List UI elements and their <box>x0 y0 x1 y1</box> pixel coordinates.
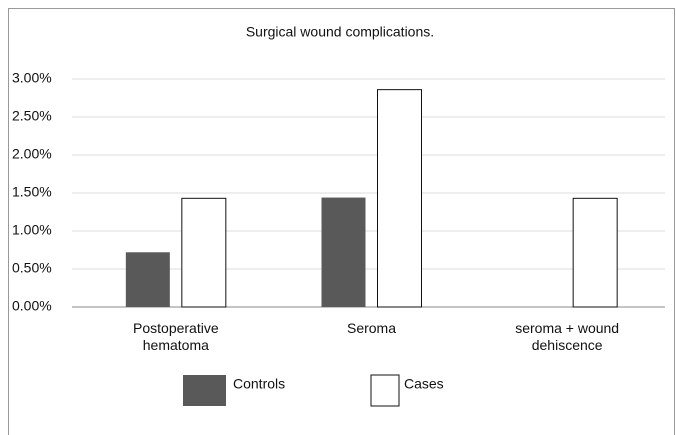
bar <box>321 197 366 307</box>
legend-swatch <box>183 375 226 406</box>
bar <box>125 252 170 307</box>
bar <box>181 197 227 308</box>
legend-label: Cases <box>404 376 444 392</box>
y-tick-label: 3.00% <box>12 70 52 86</box>
y-tick-label: 1.00% <box>12 222 52 238</box>
x-tick-label: Seroma <box>346 320 397 336</box>
y-tick-label: 0.00% <box>12 298 52 314</box>
x-tick-label: seroma + wound dehiscence <box>515 320 620 353</box>
y-tick-label: 0.50% <box>12 260 52 276</box>
legend-swatch <box>370 374 400 407</box>
y-tick-label: 2.50% <box>12 108 52 124</box>
y-tick-label: 2.00% <box>12 146 52 162</box>
bar <box>377 89 422 308</box>
bar <box>572 197 618 308</box>
chart-title: Surgical wound complications. <box>246 24 434 40</box>
legend-label: Controls <box>233 376 285 392</box>
y-tick-label: 1.50% <box>12 184 52 200</box>
frame <box>8 8 675 435</box>
x-tick-label: Postoperative hematoma <box>133 320 219 353</box>
